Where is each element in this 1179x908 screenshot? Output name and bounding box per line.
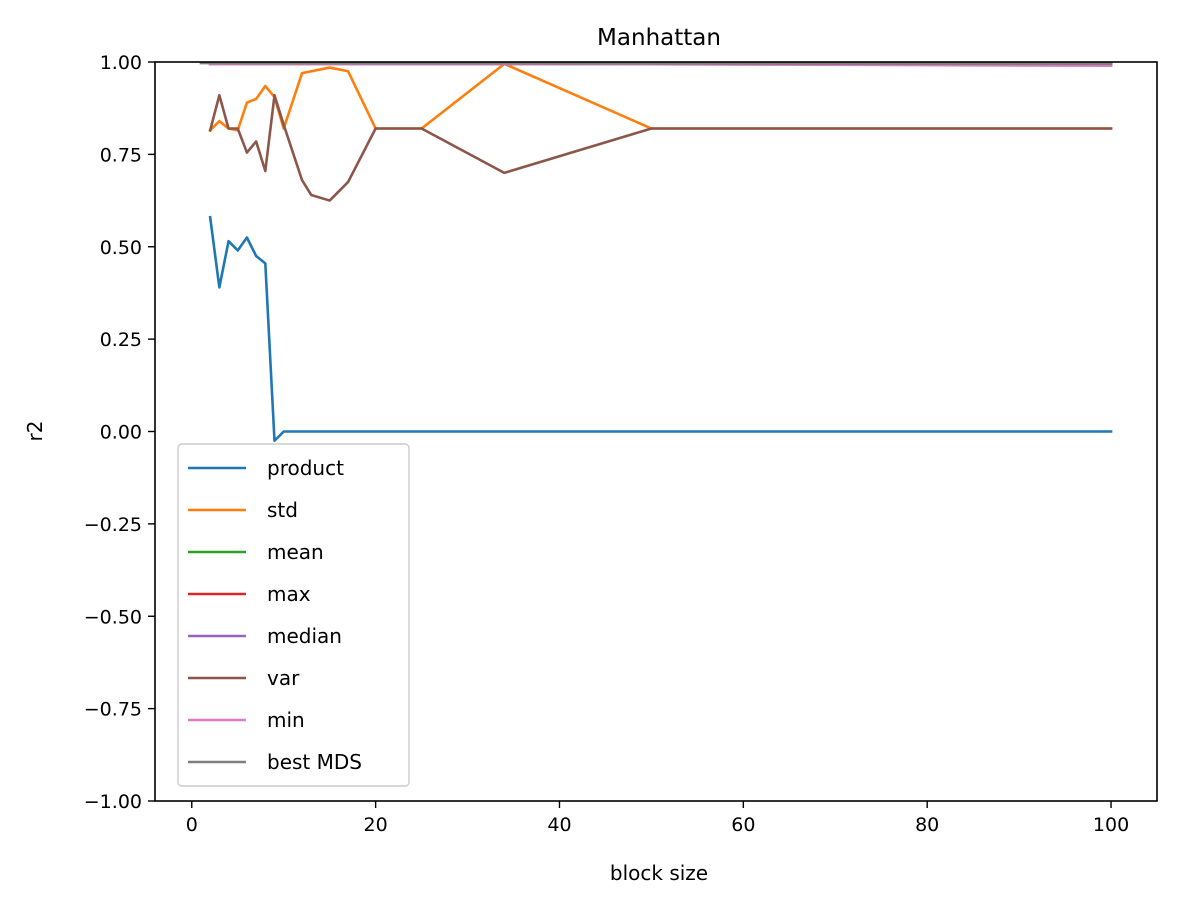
legend-label: best MDS <box>267 750 362 774</box>
y-tick-label: 0.50 <box>100 237 142 259</box>
y-tick-label: −0.25 <box>84 514 142 536</box>
x-tick-label: 80 <box>915 814 939 836</box>
legend-box <box>177 443 410 787</box>
x-tick-label: 0 <box>186 814 198 836</box>
x-axis-title: block size <box>610 861 708 885</box>
y-axis: −1.00 −0.75 −0.50 −0.25 0.00 0.25 0.50 0.75 1.00 <box>84 52 155 813</box>
chart-title: Manhattan <box>597 25 721 51</box>
legend-label: mean <box>267 540 324 564</box>
legend: product std mean max median var min best MDS <box>177 443 410 787</box>
y-axis-title: r2 <box>23 421 47 442</box>
legend-label: median <box>267 624 342 648</box>
y-tick-label: −1.00 <box>84 791 142 813</box>
y-tick-label: 0.00 <box>100 422 142 444</box>
y-tick-label: −0.50 <box>84 606 142 628</box>
series-line-0 <box>208 215 1113 443</box>
legend-label: product <box>267 456 344 480</box>
y-tick-label: −0.75 <box>84 699 142 721</box>
legend-label: min <box>267 708 305 732</box>
x-tick-label: 100 <box>1093 814 1129 836</box>
x-tick-label: 60 <box>731 814 755 836</box>
y-tick-label: 0.75 <box>100 144 142 166</box>
series-layer <box>199 61 1113 443</box>
y-tick-label: 0.25 <box>100 329 142 351</box>
series-line-5 <box>208 93 1113 202</box>
x-tick-label: 40 <box>547 814 571 836</box>
series-line-7 <box>199 61 1113 66</box>
legend-label: max <box>267 582 311 606</box>
y-tick-label: 1.00 <box>100 52 142 74</box>
x-tick-label: 20 <box>364 814 388 836</box>
legend-label: var <box>267 666 300 690</box>
x-axis: 0 20 40 60 80 100 <box>186 801 1129 836</box>
legend-label: std <box>267 498 298 522</box>
